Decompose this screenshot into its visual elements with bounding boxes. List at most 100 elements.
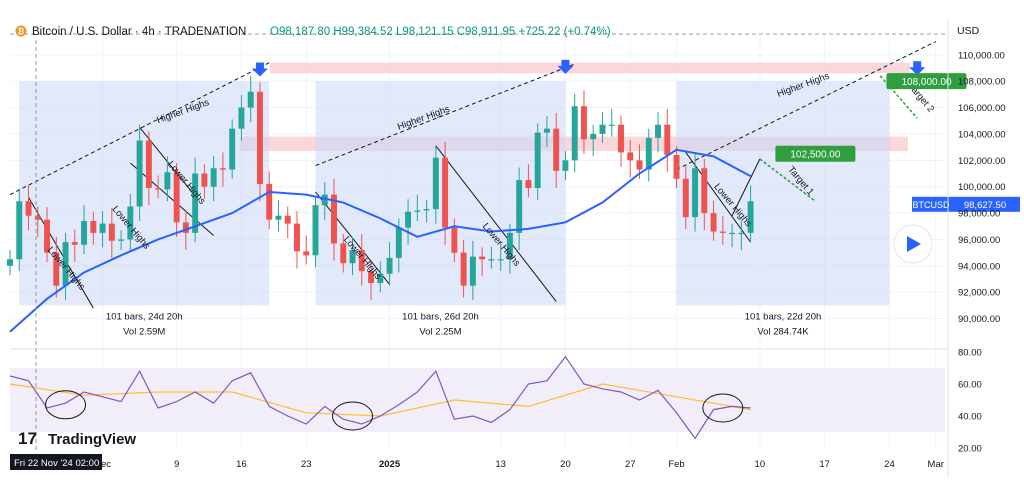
moving-average-line <box>9 148 752 333</box>
candle-body <box>414 210 421 212</box>
candle-body <box>349 250 356 264</box>
rsi-highlight-ellipse <box>45 390 87 420</box>
resistance-zone <box>270 62 910 74</box>
candle-body <box>395 227 402 258</box>
x-tick-label: Dec <box>94 459 111 470</box>
rsi-highlight-ellipse <box>702 393 744 423</box>
candle-body <box>238 107 245 129</box>
cursor-date-text: Fri 22 Nov '24 02:00 <box>14 458 99 469</box>
y-tick-label: 110,000.00 <box>958 50 1005 61</box>
candle-body <box>516 180 523 233</box>
x-tick-label: Mar <box>928 459 944 470</box>
candle-body <box>451 227 458 253</box>
candle-body <box>562 160 569 171</box>
candle-body <box>108 223 115 241</box>
x-tick-label: 27 <box>625 459 636 470</box>
cursor-date-badge: Fri 22 Nov '24 02:00 <box>10 454 102 470</box>
x-tick-label: 13 <box>495 459 506 470</box>
target-2-line <box>879 75 918 119</box>
tradingview-logo-mark: 17 <box>18 429 37 448</box>
candle-body <box>423 209 430 211</box>
last-price-symbol-bg <box>912 196 950 212</box>
candle-body <box>201 173 208 187</box>
x-tick-label: 20 <box>560 459 571 470</box>
x-tick-label: Feb <box>668 459 684 470</box>
candle-body <box>182 222 189 233</box>
candle-body <box>377 273 384 283</box>
range-bars-label: 101 bars, 26d 20h <box>402 311 479 322</box>
y-tick-label: 98,000.00 <box>958 209 1000 220</box>
candle-body <box>497 259 504 261</box>
candle-body <box>747 201 754 233</box>
date-range-box <box>315 81 566 306</box>
candle-body <box>664 124 671 156</box>
candle-body <box>692 168 699 218</box>
y-tick-label: 102,000.00 <box>958 156 1006 167</box>
rsi-highlight-ellipse <box>332 401 374 431</box>
play-button[interactable] <box>893 224 933 264</box>
candle-body <box>432 157 439 210</box>
candle-body <box>710 213 717 232</box>
candle-body <box>571 106 578 161</box>
x-tick-label: 16 <box>236 459 247 470</box>
candle-body <box>599 124 606 134</box>
candle-body <box>673 155 680 179</box>
date-range-box <box>19 81 270 306</box>
candle-body <box>553 128 560 171</box>
candle-body <box>340 243 347 264</box>
candle-body <box>479 256 486 260</box>
candle-body <box>247 91 254 108</box>
candle-body <box>460 252 467 286</box>
rsi-band <box>10 368 945 432</box>
candle-body <box>284 215 291 224</box>
symbol-title[interactable]: Bitcoin / U.S. Dollar · 4h · TRADENATION <box>32 26 246 38</box>
range-bars-label: 101 bars, 24d 20h <box>106 311 183 322</box>
play-icon[interactable] <box>907 236 921 252</box>
y-tick-label: 94,000.00 <box>958 261 1000 272</box>
bitcoin-icon-glyph: ₿ <box>18 27 25 36</box>
candle-body <box>16 201 23 260</box>
candle-body <box>627 152 634 161</box>
y-tick-label: 96,000.00 <box>958 235 1000 246</box>
candle-body <box>645 137 652 170</box>
candle-body <box>62 242 69 286</box>
candle-body <box>701 168 708 214</box>
bitcoin-icon <box>15 25 27 37</box>
higher-highs-line <box>676 41 936 171</box>
candle-body <box>294 223 300 252</box>
candle-body <box>118 239 125 241</box>
candle-body <box>543 128 550 133</box>
header: ₿ Bitcoin / U.S. Dollar · 4h · TRADENATI… <box>15 25 980 38</box>
candle-body <box>580 106 587 140</box>
candle-body <box>210 168 217 187</box>
rsi-tick-label: 60.00 <box>958 380 982 391</box>
cursor-date-bg <box>10 454 102 470</box>
last-price-value: 98,627.50 <box>964 200 1006 211</box>
candle-body <box>229 128 236 170</box>
x-tick-label: 23 <box>301 459 312 470</box>
arrow-down-icon <box>251 62 268 77</box>
candle-body <box>682 178 689 218</box>
currency-label: USD <box>957 25 980 37</box>
candle-body <box>618 124 624 153</box>
arrow-down-icon <box>557 59 574 74</box>
lower-highs-line <box>685 152 751 243</box>
arrow-down-icon <box>909 61 926 76</box>
candle-body <box>145 140 152 189</box>
candle-body <box>136 140 143 207</box>
range-vol-label: Vol 2.25M <box>419 326 461 337</box>
y-tick-label: 104,000.00 <box>958 129 1006 140</box>
candle-body <box>155 188 162 190</box>
x-tick-label: 9 <box>174 459 179 470</box>
candle-body <box>469 256 476 286</box>
y-tick-label: 90,000.00 <box>958 314 1000 325</box>
candle-body <box>386 257 393 274</box>
candle-body <box>488 259 495 261</box>
candles <box>7 75 754 301</box>
candle-body <box>655 124 661 138</box>
y-tick-label: 108,000.00 <box>958 77 1006 88</box>
y-tick-label: 106,000.00 <box>958 103 1006 114</box>
candle-body <box>312 205 319 256</box>
candle-body <box>219 168 226 170</box>
